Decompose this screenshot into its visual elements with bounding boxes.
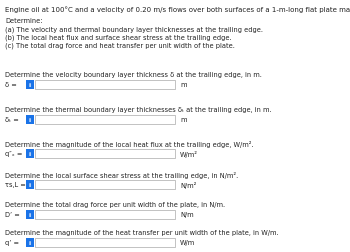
Text: (a) The velocity and thermal boundary layer thicknesses at the trailing edge.: (a) The velocity and thermal boundary la… bbox=[5, 26, 263, 32]
Text: Determine the thermal boundary layer thicknesses δₜ at the trailing edge, in m.: Determine the thermal boundary layer thi… bbox=[5, 107, 272, 113]
Text: (b) The local heat flux and surface shear stress at the trailing edge.: (b) The local heat flux and surface shea… bbox=[5, 34, 232, 40]
FancyBboxPatch shape bbox=[26, 180, 34, 189]
FancyBboxPatch shape bbox=[26, 149, 34, 158]
FancyBboxPatch shape bbox=[26, 115, 34, 124]
Text: Engine oil at 100°C and a velocity of 0.20 m/s flows over both surfaces of a 1-m: Engine oil at 100°C and a velocity of 0.… bbox=[5, 6, 350, 13]
Text: q’ =: q’ = bbox=[5, 239, 19, 245]
FancyBboxPatch shape bbox=[35, 115, 175, 124]
Text: τs,L =: τs,L = bbox=[5, 181, 26, 187]
Text: δ =: δ = bbox=[5, 82, 17, 87]
Text: q″ₓ =: q″ₓ = bbox=[5, 150, 22, 156]
FancyBboxPatch shape bbox=[26, 210, 34, 219]
Text: i: i bbox=[29, 240, 31, 245]
Text: i: i bbox=[29, 117, 31, 122]
FancyBboxPatch shape bbox=[26, 81, 34, 90]
Text: D’ =: D’ = bbox=[5, 211, 20, 217]
Text: Determine the magnitude of the local heat flux at the trailing edge, W/m².: Determine the magnitude of the local hea… bbox=[5, 140, 254, 147]
Text: m: m bbox=[180, 82, 187, 87]
FancyBboxPatch shape bbox=[35, 210, 175, 219]
Text: N/m²: N/m² bbox=[180, 181, 196, 188]
Text: Determine the velocity boundary layer thickness δ at the trailing edge, in m.: Determine the velocity boundary layer th… bbox=[5, 72, 262, 78]
Text: (c) The total drag force and heat transfer per unit width of the plate.: (c) The total drag force and heat transf… bbox=[5, 42, 235, 48]
Text: Determine:: Determine: bbox=[5, 18, 42, 24]
Text: i: i bbox=[29, 151, 31, 156]
Text: δₜ =: δₜ = bbox=[5, 116, 19, 122]
Text: Determine the local surface shear stress at the trailing edge, in N/m².: Determine the local surface shear stress… bbox=[5, 171, 238, 178]
Text: i: i bbox=[29, 83, 31, 88]
Text: Determine the total drag force per unit width of the plate, in N/m.: Determine the total drag force per unit … bbox=[5, 201, 225, 207]
Text: i: i bbox=[29, 182, 31, 187]
Text: Determine the magnitude of the heat transfer per unit width of the plate, in W/m: Determine the magnitude of the heat tran… bbox=[5, 229, 279, 235]
FancyBboxPatch shape bbox=[35, 81, 175, 90]
FancyBboxPatch shape bbox=[26, 238, 34, 247]
Text: W/m: W/m bbox=[180, 239, 195, 245]
Text: m: m bbox=[180, 116, 187, 122]
FancyBboxPatch shape bbox=[35, 180, 175, 189]
Text: W/m²: W/m² bbox=[180, 150, 198, 157]
Text: i: i bbox=[29, 212, 31, 217]
Text: N/m: N/m bbox=[180, 211, 194, 217]
FancyBboxPatch shape bbox=[35, 149, 175, 158]
FancyBboxPatch shape bbox=[35, 238, 175, 247]
